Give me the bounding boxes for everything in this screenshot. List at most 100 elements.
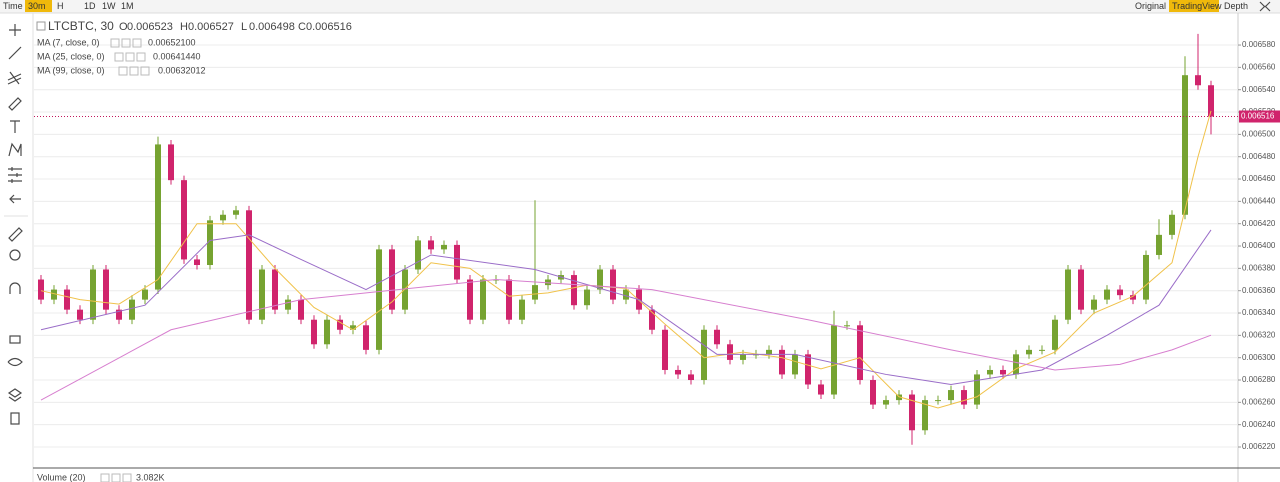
ma-value: 0.00641440 (153, 51, 201, 61)
y-tick-label: 0.006320 (1242, 330, 1276, 339)
y-tick-label: 0.006280 (1242, 375, 1276, 384)
lock-tool[interactable] (9, 335, 21, 344)
y-tick-label: 0.006300 (1242, 353, 1276, 362)
trend-line-tool[interactable] (8, 46, 22, 60)
fullscreen-icon[interactable] (1259, 1, 1271, 12)
candle-body (402, 269, 408, 310)
ma-name: MA (7, close, 0) (37, 37, 100, 47)
interval-button[interactable]: 1D (84, 1, 96, 11)
view-button[interactable]: TradingView (1172, 1, 1222, 11)
candle-body (792, 354, 798, 375)
candle-body (454, 244, 460, 280)
candle-body (948, 390, 954, 401)
candle-body (532, 285, 538, 300)
ohlc-label: C (298, 21, 306, 33)
candle-body (1026, 349, 1032, 355)
candles (38, 33, 1214, 445)
candle-body (64, 289, 70, 310)
ma-setting-icon[interactable] (110, 38, 120, 48)
candle-body (727, 344, 733, 360)
top-bar (0, 0, 1280, 13)
crosshair-tool[interactable] (9, 24, 21, 36)
candle-body (389, 249, 395, 310)
measure-tool[interactable] (8, 227, 23, 242)
projection-tool[interactable] (8, 167, 22, 183)
ma-setting-icon[interactable] (125, 52, 135, 62)
y-tick-label: 0.006540 (1242, 85, 1276, 94)
candle-body (909, 394, 915, 431)
interval-button[interactable]: 30m (28, 1, 46, 11)
candle-body (701, 329, 707, 381)
ma-setting-icon[interactable] (140, 66, 150, 76)
y-tick-label: 0.006220 (1242, 442, 1276, 451)
candle-body (376, 249, 382, 350)
zoom-tool[interactable] (9, 249, 21, 261)
symbol-title: LTCBTC, 30 (48, 19, 114, 33)
volume-setting-icon[interactable] (100, 473, 110, 482)
pattern-tool[interactable] (8, 142, 22, 157)
candle-body (597, 269, 603, 290)
candle-body (714, 329, 720, 345)
ma-setting-icon[interactable] (118, 66, 128, 76)
ma-setting-icon[interactable] (132, 38, 142, 48)
candle-body (480, 279, 486, 320)
interval-button[interactable]: H (57, 1, 64, 11)
ma-line (40, 110, 1212, 409)
ohlc-label: H (180, 21, 188, 33)
back-tool[interactable] (9, 194, 21, 204)
y-tick-label: 0.006420 (1242, 219, 1276, 228)
ma-line (40, 229, 1212, 385)
y-tick-label: 0.006580 (1242, 40, 1276, 49)
candle-body (415, 240, 421, 270)
ma-setting-icon[interactable] (136, 52, 146, 62)
candle-body (805, 354, 811, 385)
candle-body (987, 369, 993, 375)
ma-setting-icon[interactable] (121, 38, 131, 48)
visibility-tool[interactable] (7, 357, 23, 367)
candle-body (1091, 299, 1097, 310)
brush-tool[interactable] (8, 97, 22, 111)
ma-line (40, 279, 1212, 401)
candle-body (51, 289, 57, 300)
volume-setting-icon[interactable] (122, 473, 132, 482)
candle-body (350, 325, 356, 330)
candle-body (974, 374, 980, 405)
collapse-icon[interactable] (36, 21, 46, 31)
ma-setting-icon[interactable] (129, 66, 139, 76)
view-button[interactable]: Original (1135, 1, 1166, 11)
candle-body (272, 269, 278, 310)
candle-body (662, 329, 668, 370)
ohlc-value: 0.006527 (188, 21, 234, 33)
magnet-tool[interactable] (9, 282, 21, 294)
text-tool[interactable] (10, 120, 20, 133)
candle-body (1052, 319, 1058, 350)
layers-tool[interactable] (7, 388, 23, 402)
view-button[interactable]: Depth (1224, 1, 1248, 11)
candle-body (337, 319, 343, 330)
candle-body (1000, 369, 1006, 375)
y-tick-label: 0.006340 (1242, 308, 1276, 317)
interval-button: Time (3, 1, 23, 11)
delete-tool[interactable] (10, 412, 20, 425)
candle-body (922, 400, 928, 431)
interval-button[interactable]: 1M (121, 1, 134, 11)
candle-body (1130, 295, 1136, 300)
candle-body (623, 289, 629, 300)
candle-body (1039, 349, 1045, 351)
candle-body (584, 289, 590, 306)
candle-body (298, 299, 304, 320)
candle-body (1065, 269, 1071, 320)
candle-body (233, 210, 239, 215)
candle-body (844, 325, 850, 327)
interval-button[interactable]: 1W (102, 1, 116, 11)
volume-setting-icon[interactable] (111, 473, 121, 482)
ma-setting-icon[interactable] (114, 52, 124, 62)
ohlc-label: O (119, 21, 128, 33)
candle-body (324, 319, 330, 345)
candle-body (77, 309, 83, 320)
ma-value: 0.00632012 (158, 65, 206, 75)
candle-body (116, 309, 122, 320)
fib-tool[interactable] (7, 71, 22, 85)
